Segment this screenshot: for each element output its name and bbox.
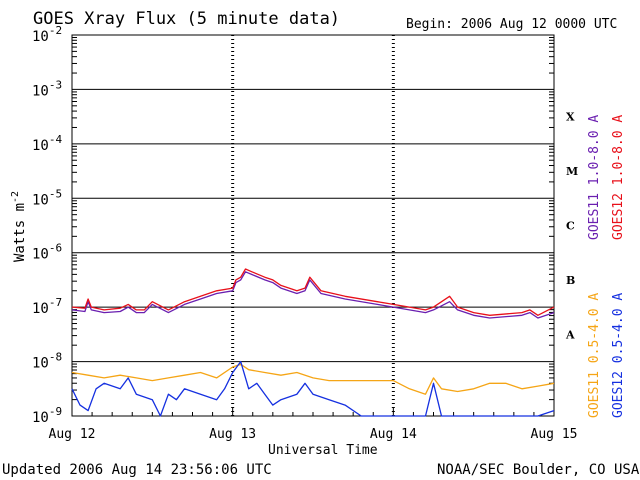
x-axis-label: Universal Time [268, 443, 378, 458]
y-tick-label: 10-9 [32, 405, 62, 426]
legend-entry: GOES11 0.5-4.0 A [587, 293, 602, 418]
y-axis-label-base: Watts m [12, 203, 28, 262]
y-axis-label: Watts m-2 [10, 191, 28, 262]
y-tick-label: 10-6 [32, 242, 62, 263]
y-tick-label: 10-4 [32, 133, 62, 154]
series-lines [71, 268, 555, 417]
y-tick-labels: 10-2 10-3 10-4 10-5 10-6 10-7 10-8 10-9 [32, 24, 62, 426]
series-line [71, 268, 555, 316]
legend-entry: GOES12 0.5-4.0 A [611, 293, 626, 418]
series-line [71, 363, 555, 395]
y-tick-label: 10-2 [32, 24, 62, 45]
flare-class-label: B [566, 274, 575, 287]
y-tick-label: 10-5 [32, 187, 62, 208]
updated-text: Updated 2006 Aug 14 23:56:06 UTC [2, 462, 272, 478]
flare-class-label: A [565, 328, 575, 341]
x-tick-label: Aug 13 [209, 427, 256, 442]
y-tick-label: 10-7 [32, 296, 62, 317]
flare-class-labels: X M C B A [565, 111, 578, 342]
plot-frame [71, 34, 555, 417]
credit-text: NOAA/SEC Boulder, CO USA [437, 462, 640, 478]
flare-class-label: X [566, 111, 575, 124]
x-tick-label: Aug 15 [531, 427, 578, 442]
legend: GOES11 1.0-8.0 A GOES12 1.0-8.0 A GOES11 0… [587, 115, 626, 418]
flux-grid [72, 88, 554, 363]
y-tick-label: 10-8 [32, 351, 62, 372]
flare-class-label: M [566, 165, 578, 178]
legend-entry: GOES11 1.0-8.0 A [587, 115, 602, 240]
series-line [71, 271, 555, 319]
series-line [71, 360, 555, 417]
begin-label: Begin: 2006 Aug 12 0000 UTC [406, 17, 617, 32]
y-tick-label: 10-3 [32, 78, 62, 99]
legend-entry: GOES12 1.0-8.0 A [611, 115, 626, 240]
x-tick-labels: Aug 12 Aug 13 Aug 14 Aug 15 [49, 427, 578, 442]
flare-class-label: C [566, 220, 575, 233]
x-tick-label: Aug 12 [49, 427, 96, 442]
x-tick-label: Aug 14 [370, 427, 417, 442]
chart-title: GOES Xray Flux (5 minute data) [33, 9, 340, 29]
y-axis-label-exp: -2 [10, 191, 21, 203]
